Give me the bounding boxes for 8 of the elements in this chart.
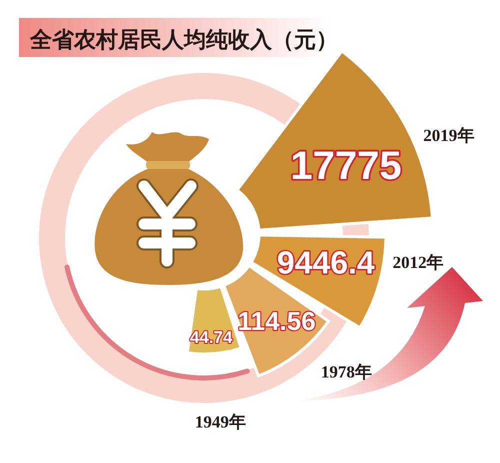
data-label: 9446.4 (276, 244, 375, 281)
data-label: 17775 (290, 144, 402, 188)
category-label: 1978年 (320, 362, 372, 382)
category-label: 2012年 (392, 253, 444, 272)
category-label: 1949年 (194, 412, 246, 432)
text: 全省农村居民人均纯收入（元） (29, 28, 338, 53)
data-label: 114.56 (238, 306, 316, 336)
category-label: 2019年 (423, 126, 474, 146)
